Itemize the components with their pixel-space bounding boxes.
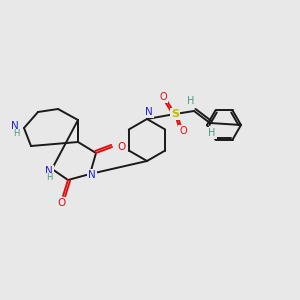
Text: H: H	[208, 128, 216, 138]
Text: H: H	[14, 130, 20, 139]
Text: N: N	[88, 170, 96, 180]
Text: H: H	[46, 173, 52, 182]
Text: O: O	[58, 198, 66, 208]
Text: N: N	[11, 121, 19, 131]
Text: S: S	[171, 109, 179, 119]
Text: N: N	[45, 166, 53, 176]
Text: O: O	[179, 126, 187, 136]
Text: N: N	[145, 107, 153, 117]
Text: O: O	[117, 142, 125, 152]
Text: H: H	[187, 96, 195, 106]
Text: O: O	[159, 92, 167, 102]
